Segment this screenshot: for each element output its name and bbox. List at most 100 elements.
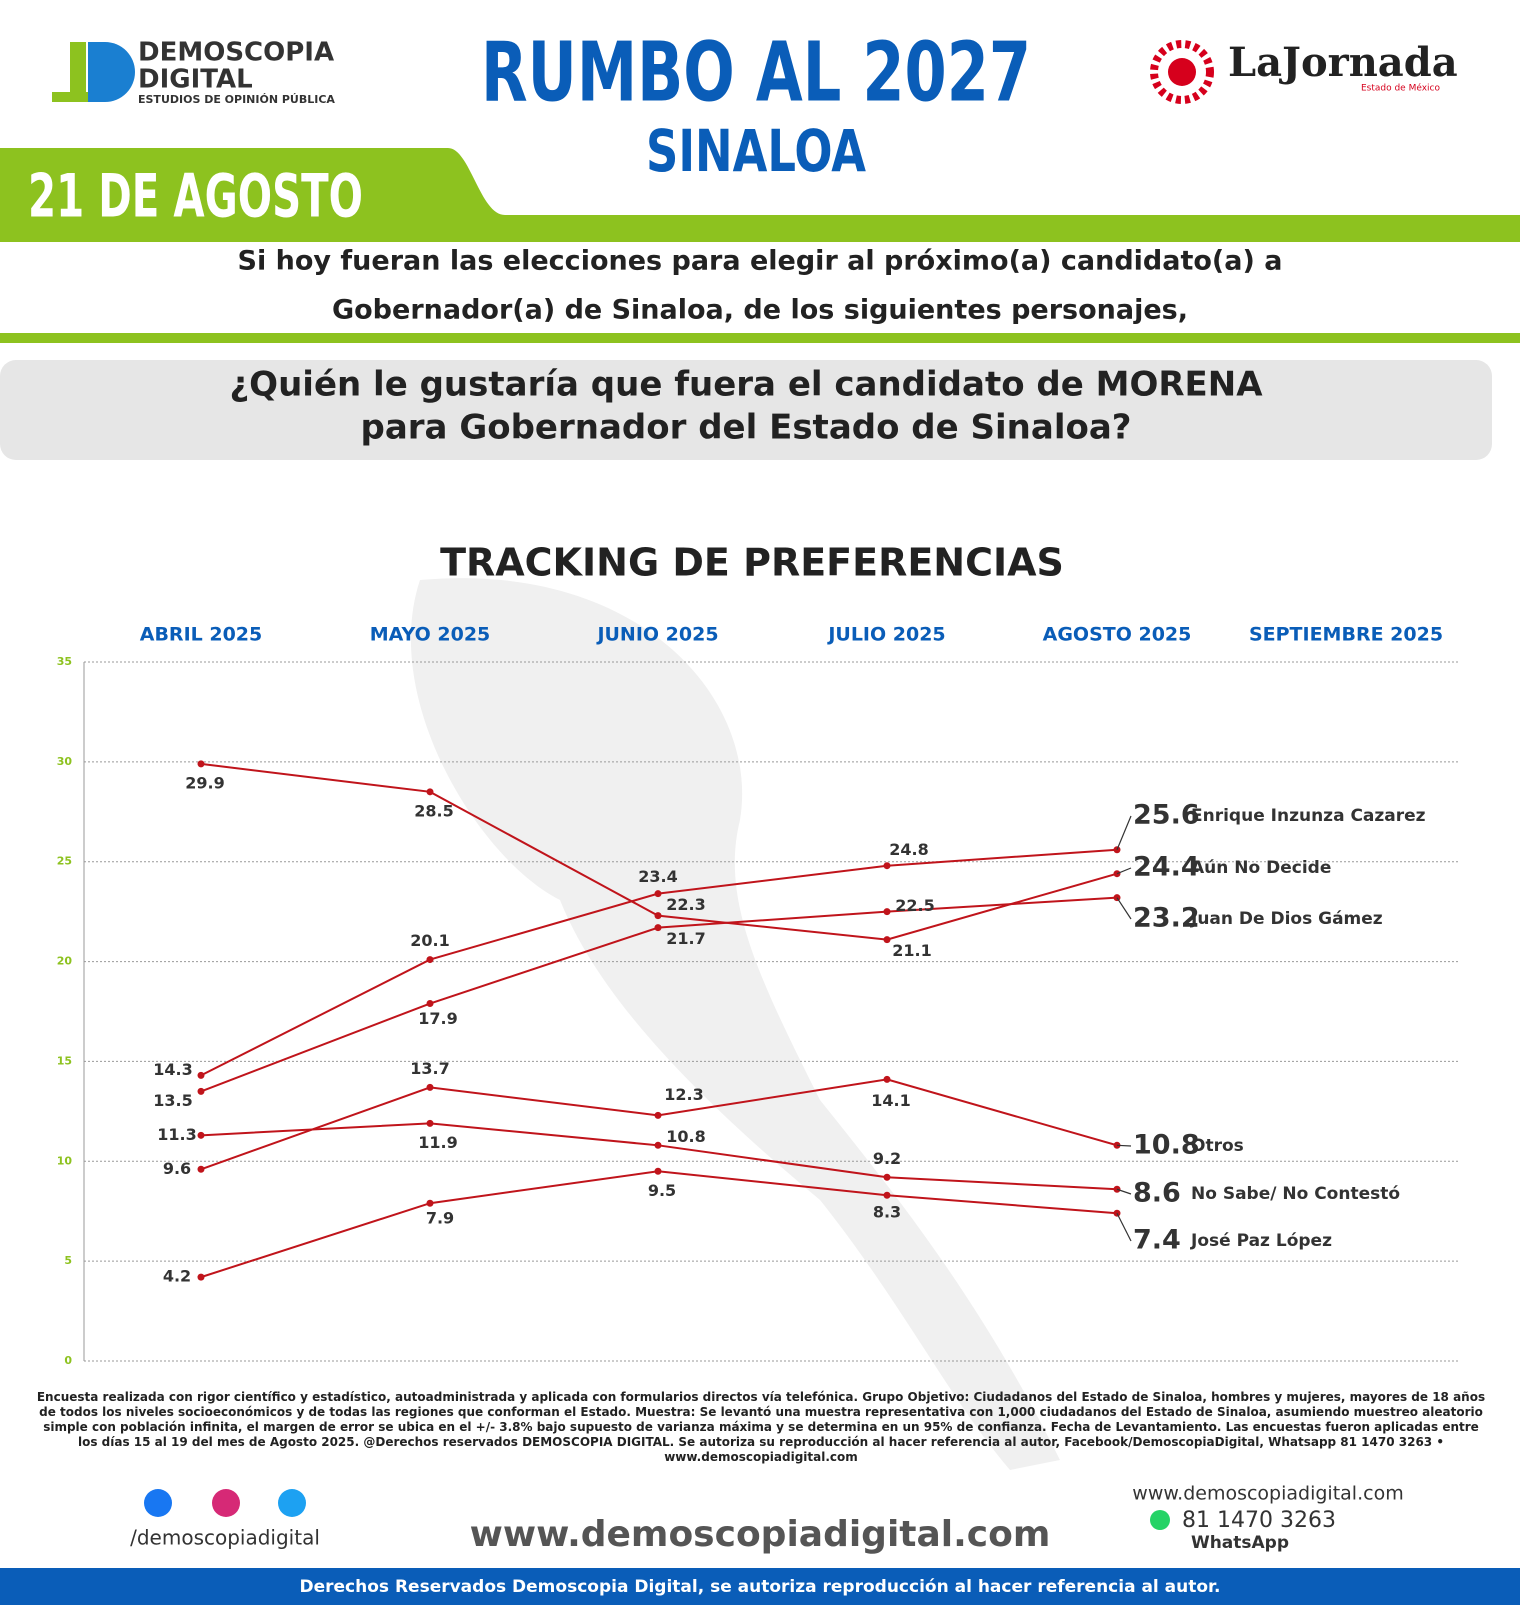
y-tick-label: 35	[57, 655, 72, 668]
x-tick-label: JULIO 2025	[826, 624, 945, 646]
value-label: 17.9	[418, 1009, 457, 1028]
separator	[0, 333, 1520, 343]
point	[654, 924, 662, 932]
value-label: 14.1	[871, 1091, 910, 1110]
value-label: 11.9	[418, 1133, 457, 1152]
point	[197, 1131, 205, 1139]
value-label: 10.8	[1133, 1130, 1200, 1161]
point	[197, 1273, 205, 1281]
x-tick-label: JUNIO 2025	[595, 624, 718, 646]
x-tick-label: MAYO 2025	[370, 624, 491, 646]
brand: DEMOSCOPIA	[138, 38, 334, 68]
series-name: José Paz López	[1190, 1231, 1332, 1251]
brand-sub: ESTUDIOS DE OPINIÓN PÚBLICA	[138, 93, 335, 106]
value-label: 4.2	[163, 1267, 191, 1286]
rights-bar	[0, 1568, 1520, 1605]
value-label: 12.3	[664, 1085, 703, 1104]
rights: Derechos Reservados Demoscopia Digital, …	[300, 1577, 1221, 1597]
point	[654, 912, 662, 920]
chart-title: TRACKING DE PREFERENCIAS	[440, 541, 1064, 585]
point	[197, 1087, 205, 1095]
partner-sub: Estado de México	[1361, 83, 1441, 94]
point	[883, 862, 891, 870]
value-label: 14.3	[153, 1060, 192, 1079]
value-label: 13.7	[410, 1059, 449, 1078]
y-tick-label: 0	[64, 1354, 72, 1367]
x-tick-label: SEPTIEMBRE 2025	[1249, 624, 1443, 646]
label-connector	[1116, 1188, 1132, 1195]
series-line	[200, 1078, 1118, 1171]
point	[426, 1199, 434, 1207]
question: para Gobernador del Estado de Sinaloa?	[361, 408, 1132, 448]
value-label: 29.9	[185, 773, 224, 792]
value-label: 7.4	[1133, 1225, 1181, 1256]
point	[197, 1165, 205, 1173]
series-name: No Sabe/ No Contestó	[1191, 1184, 1400, 1204]
point	[426, 1119, 434, 1127]
phone: 81 1470 3263	[1182, 1508, 1336, 1533]
point	[654, 890, 662, 898]
twitter-icon[interactable]	[278, 1489, 306, 1517]
label-connector	[1116, 1212, 1132, 1242]
value-label: 7.9	[426, 1209, 454, 1228]
y-tick-label: 15	[57, 1054, 72, 1067]
value-label: 8.3	[873, 1203, 901, 1222]
intro: Gobernador(a) de Sinaloa, de los siguien…	[332, 295, 1188, 326]
whatsapp-label: WhatsApp	[1191, 1533, 1289, 1553]
question: ¿Quién le gustaría que fuera el candidat…	[229, 365, 1263, 405]
x-tick-label: ABRIL 2025	[140, 624, 263, 646]
partner-logo	[1168, 58, 1196, 86]
date: 21 DE AGOSTO	[28, 162, 363, 232]
title: RUMBO AL 2027	[481, 25, 1031, 120]
y-tick-label: 5	[64, 1254, 72, 1267]
point	[883, 1173, 891, 1181]
series-name: Juan De Dios Gámez	[1190, 909, 1383, 929]
value-label: 24.4	[1133, 852, 1200, 883]
value-label: 13.5	[153, 1091, 192, 1110]
value-label: 8.6	[1133, 1178, 1181, 1209]
series-name: Otros	[1191, 1136, 1244, 1156]
subtitle: SINALOA	[646, 117, 866, 185]
value-label: 11.3	[157, 1125, 196, 1144]
point	[197, 760, 205, 768]
label-connector	[1116, 1144, 1132, 1147]
partner: LaJornada	[1228, 39, 1458, 86]
point	[883, 908, 891, 916]
point	[654, 1141, 662, 1149]
value-label: 25.6	[1133, 800, 1200, 831]
label-connector	[1116, 815, 1132, 850]
date-band	[0, 148, 1520, 242]
value-label: 24.8	[889, 840, 928, 859]
instagram-icon[interactable]	[212, 1489, 240, 1517]
map-silhouette	[410, 578, 1060, 1470]
value-label: 23.2	[1133, 903, 1200, 934]
point	[654, 1111, 662, 1119]
question-box	[0, 360, 1492, 460]
point	[654, 1167, 662, 1175]
point	[426, 956, 434, 964]
point	[883, 936, 891, 944]
value-label: 21.1	[892, 941, 931, 960]
whatsapp-icon	[1150, 1510, 1170, 1530]
facebook-icon[interactable]	[144, 1489, 172, 1517]
website-small: www.demoscopiadigital.com	[1132, 1483, 1403, 1505]
value-label: 22.3	[666, 895, 705, 914]
point	[426, 1000, 434, 1008]
value-label: 10.8	[666, 1127, 705, 1146]
y-tick-label: 20	[57, 955, 73, 968]
brand: DIGITAL	[138, 65, 253, 95]
value-label: 9.2	[873, 1149, 901, 1168]
website: www.demoscopiadigital.com	[470, 1514, 1051, 1555]
value-label: 9.5	[648, 1181, 676, 1200]
y-tick-label: 10	[57, 1154, 73, 1167]
methodology-note: Encuesta realizada con rigor científico …	[36, 1390, 1486, 1464]
series-name: Enrique Inzunza Cazarez	[1191, 806, 1426, 826]
intro: Si hoy fueran las elecciones para elegir…	[238, 246, 1283, 277]
logo-mark	[52, 92, 88, 102]
y-tick-label: 25	[57, 855, 72, 868]
value-label: 23.4	[638, 867, 677, 886]
label-connector	[1116, 867, 1132, 875]
social-handle: /demoscopiadigital	[130, 1526, 320, 1550]
